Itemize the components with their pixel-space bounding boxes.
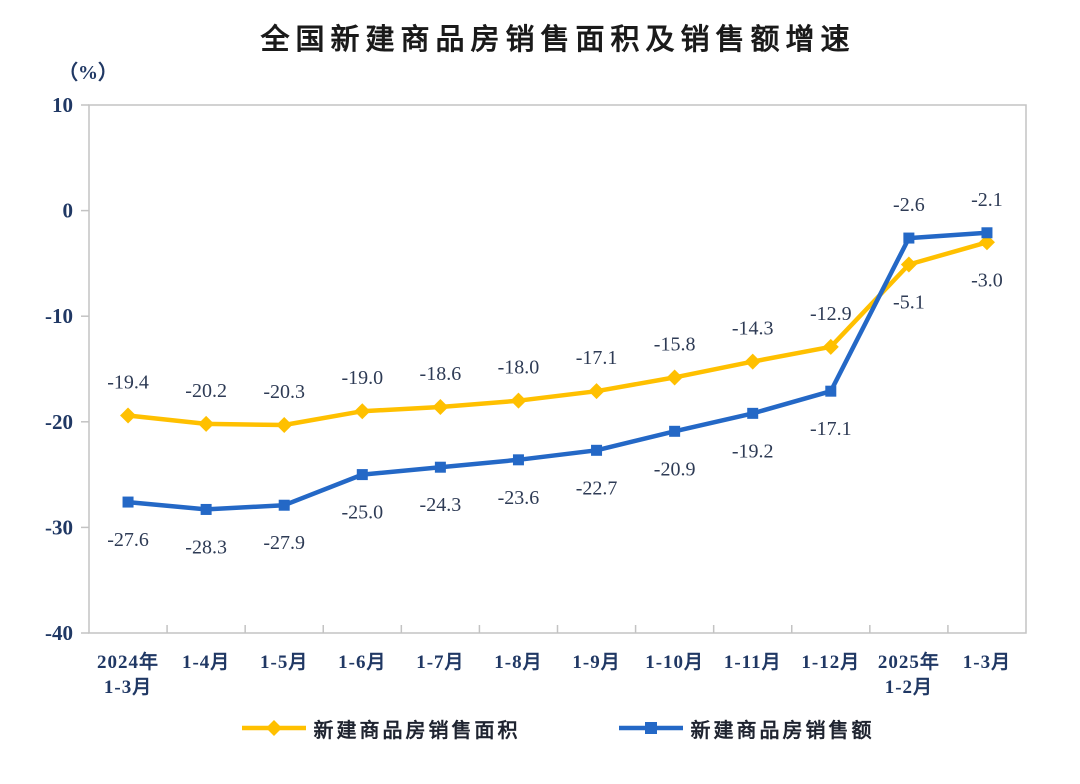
data-point-marker [354,403,371,420]
data-point-label: -18.0 [498,357,540,379]
x-axis-category-label: 2024年 [97,650,159,673]
data-point-marker [512,454,524,466]
data-point-marker [122,496,134,508]
sales-area-line-marker-icon [241,720,306,736]
data-point-marker [434,461,446,473]
data-point-marker [978,234,995,251]
data-point-label: -22.7 [576,477,618,499]
data-point-label: -19.4 [107,371,149,393]
chart-title: 全国新建商品房销售面积及销售额增速 [260,24,856,56]
data-point-marker [198,415,215,432]
x-axis-category-label: 1-9月 [572,652,620,673]
data-point-marker [588,383,605,400]
data-point-label: -18.6 [420,363,462,385]
x-axis-category-label: 1-2月 [885,677,933,698]
y-axis-tick-label: -20 [45,410,73,434]
data-point-marker [356,469,368,481]
data-point-label: -3.0 [971,269,1003,291]
plot-border [88,104,1027,634]
data-point-marker [200,503,212,515]
data-point-marker [747,407,759,419]
y-axis-tick-label: -10 [45,304,73,328]
data-point-label: -20.3 [263,381,305,403]
data-point-label: -23.6 [498,487,540,509]
data-point-marker [822,338,839,355]
x-axis-category-label: 1-5月 [260,652,308,673]
x-axis-category-label: 1-6月 [338,652,386,673]
data-point-label: -20.9 [654,458,696,480]
data-point-marker [900,256,917,273]
chart-legend: 新建商品房销售面积 新建商品房销售额 [88,710,1028,746]
data-point-label: -17.1 [576,347,618,369]
data-point-marker [981,227,993,239]
x-axis-category-label: 1-3月 [104,677,152,698]
data-point-marker [591,444,603,456]
x-axis-category-label: 1-3月 [963,652,1011,673]
data-point-label: -27.9 [263,532,305,554]
y-axis-unit-label: （%） [58,62,118,84]
data-point-label: -14.3 [732,318,774,340]
x-axis-category-label: 2025年 [878,650,940,673]
data-point-label: -2.1 [971,189,1003,211]
sales-amount-line-marker-icon [618,722,683,734]
x-axis-category-label: 1-11月 [724,652,782,673]
data-point-label: -25.0 [341,502,383,524]
data-point-label: -24.3 [420,494,462,516]
data-point-marker [276,416,293,433]
data-point-marker [903,232,915,244]
x-axis-category-label: 1-4月 [182,652,230,673]
data-point-label: -12.9 [810,303,852,325]
data-point-label: -2.6 [893,194,925,216]
x-axis-category-label: 1-10月 [645,652,704,673]
y-axis-tick-label: -40 [45,621,73,645]
y-axis-tick-label: 10 [52,93,73,117]
data-point-marker [744,353,761,370]
data-point-label: -15.8 [654,333,696,355]
data-point-label: -19.0 [341,367,383,389]
legend-item-sales-area: 新建商品房销售面积 [241,714,521,743]
data-point-marker [825,385,837,397]
data-point-label: -27.6 [107,529,149,551]
data-point-marker [278,499,290,511]
line-chart-plot-area: 10 0 -10 -20 -30 -40 2024年 1-3月 1-4月 1-5月 1-6月 1-7月… [45,93,1027,698]
x-axis-category-label: 1-12月 [801,652,860,673]
y-axis-tick-label: -30 [45,515,73,539]
data-point-marker [666,369,683,386]
data-point-marker [510,392,527,409]
legend-label-sales-amount: 新建商品房销售额 [690,719,875,742]
data-point-label: -28.3 [185,536,227,558]
data-point-marker [669,425,681,437]
data-point-label: -17.1 [810,418,852,440]
x-axis-category-label: 1-7月 [416,652,464,673]
series-line-1 [125,230,990,512]
y-axis-tick-label: 0 [63,199,74,223]
data-point-marker [432,399,449,416]
x-axis-category-label: 1-8月 [494,652,542,673]
series-line-0 [125,240,990,428]
data-point-marker [120,407,137,424]
data-point-label: -19.2 [732,440,774,462]
data-point-label: -20.2 [185,380,227,402]
legend-label-sales-area: 新建商品房销售面积 [313,719,521,742]
legend-item-sales-amount: 新建商品房销售额 [618,714,875,743]
data-point-label: -5.1 [893,291,925,313]
